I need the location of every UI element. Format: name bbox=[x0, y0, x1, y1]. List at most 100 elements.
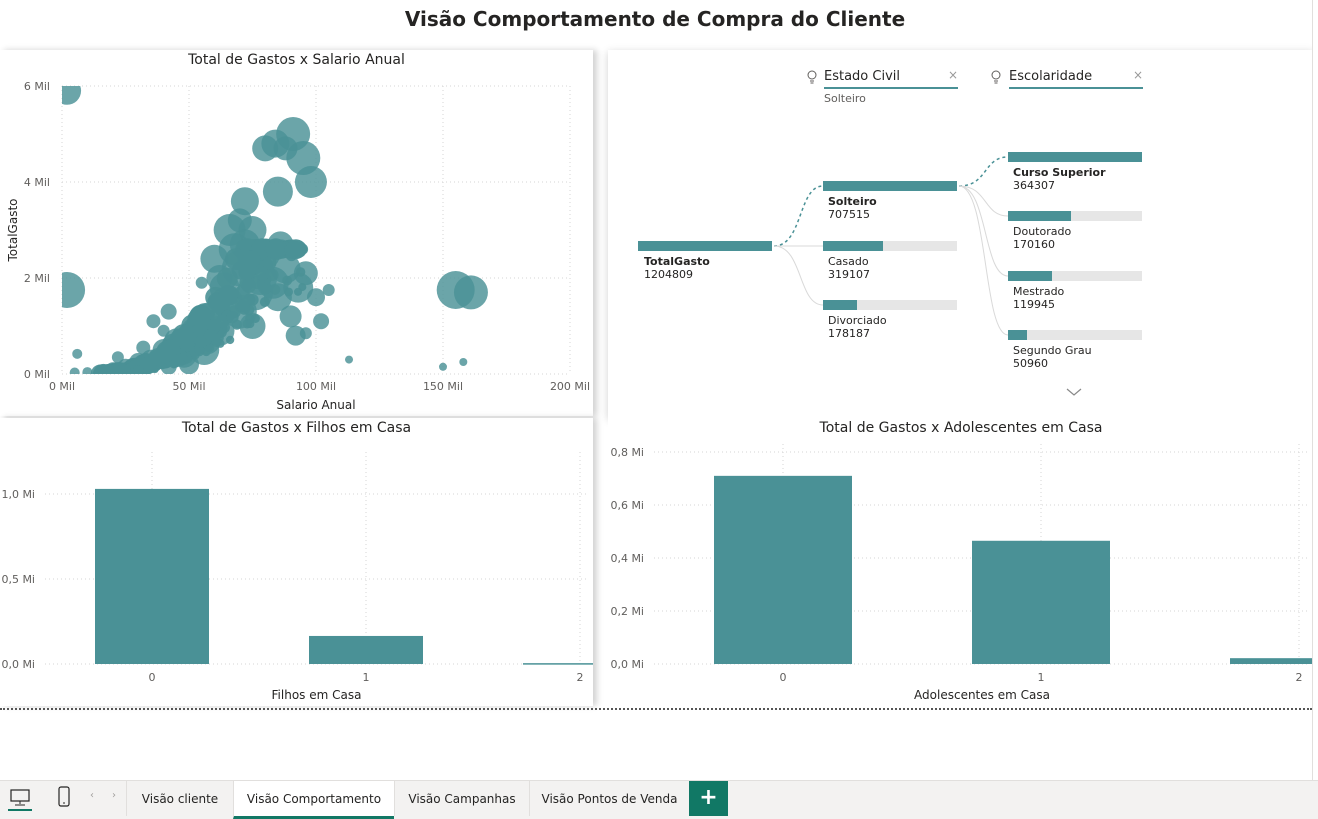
tree-node-value: 119945 bbox=[1013, 298, 1055, 311]
scatter-panel[interactable]: Total de Gastos x Salario Anual 0 Mil 2 M… bbox=[0, 50, 593, 416]
scatter-point bbox=[459, 358, 468, 366]
desktop-layout-icon[interactable] bbox=[9, 788, 31, 808]
tree-node-value: 364307 bbox=[1013, 179, 1055, 192]
bar-adolescentes-panel[interactable]: Total de Gastos x Adolescentes em Casa 0… bbox=[608, 418, 1314, 706]
page-tab-bar: ‹ › Visão cliente Visão Comportamento Vi… bbox=[0, 780, 1318, 819]
x-tick-label: 50 Mil bbox=[172, 380, 205, 393]
scatter-point bbox=[270, 284, 281, 295]
x-tick-label: 2 bbox=[577, 671, 584, 684]
scatter-point bbox=[296, 267, 306, 277]
tree-node-curso-superior: Curso Superior 364307 bbox=[1013, 166, 1106, 192]
prev-page-icon[interactable]: ‹ bbox=[90, 790, 94, 801]
tree-node-root-bar[interactable] bbox=[638, 241, 772, 251]
scatter-point bbox=[322, 284, 335, 296]
bar-2 bbox=[523, 663, 593, 665]
x-tick-label: 0 bbox=[149, 671, 156, 684]
tree-node-casado-bar-bg[interactable] bbox=[823, 241, 957, 251]
tree-node-divorciado-bar bbox=[823, 300, 857, 310]
page-title: Visão Comportamento de Compra do Cliente bbox=[404, 7, 906, 31]
tree-node-label: Mestrado bbox=[1013, 285, 1065, 298]
bar-0 bbox=[714, 475, 852, 664]
scatter-point bbox=[250, 314, 260, 323]
scatter-point bbox=[189, 305, 211, 327]
scatter-point bbox=[262, 176, 293, 207]
y-tick-label: 0 Mil bbox=[24, 368, 50, 381]
scatter-point bbox=[236, 300, 250, 313]
scatter-point bbox=[98, 363, 119, 374]
tree-node-mestrado-bar-bg[interactable] bbox=[1008, 271, 1142, 281]
decomposition-tree-panel[interactable]: Estado Civil × Solteiro Escolaridade × T… bbox=[608, 50, 1314, 418]
scatter-point bbox=[146, 314, 161, 329]
scatter-point bbox=[313, 313, 330, 330]
scatter-point bbox=[252, 135, 279, 162]
tree-node-value: 170160 bbox=[1013, 238, 1055, 251]
tree-node-segundo-grau-bar-bg[interactable] bbox=[1008, 330, 1142, 340]
scatter-point bbox=[307, 288, 325, 307]
tree-node-divorciado: Divorciado 178187 bbox=[828, 314, 887, 340]
scatter-point bbox=[284, 287, 294, 297]
bar-filhos-panel[interactable]: Total de Gastos x Filhos em Casa 0,0 Mi 0… bbox=[0, 418, 593, 706]
tree-node-divorciado-bar-bg[interactable] bbox=[823, 300, 957, 310]
close-icon[interactable]: × bbox=[1133, 68, 1144, 82]
filter-underline bbox=[1009, 87, 1143, 89]
x-tick-label: 150 Mil bbox=[423, 380, 463, 393]
y-tick-label: 0,6 Mi bbox=[610, 499, 644, 512]
decomposition-connectors bbox=[773, 156, 1082, 396]
scatter-point bbox=[279, 305, 302, 328]
x-tick-label: 100 Mil bbox=[296, 380, 336, 393]
y-tick-label: 0,0 Mi bbox=[1, 658, 35, 671]
tab-visao-comportamento[interactable]: Visão Comportamento bbox=[233, 781, 394, 819]
y-tick-label: 0,4 Mi bbox=[610, 552, 644, 565]
scatter-chart[interactable]: 0 Mil 2 Mil 4 Mil 6 Mil 0 Mil 50 Mil 100 Mil 15… bbox=[0, 50, 593, 416]
scatter-point bbox=[439, 362, 447, 371]
tree-node-value: 50960 bbox=[1013, 357, 1048, 370]
bar-filhos-title: Total de Gastos x Filhos em Casa bbox=[181, 420, 412, 436]
scatter-point bbox=[345, 355, 354, 364]
bar-filhos-chart[interactable]: 0,0 Mi 0,5 Mi 1,0 Mi 0 1 2 Filhos em Casa bbox=[0, 418, 593, 706]
tree-node-curso-superior-bar-bg[interactable] bbox=[1008, 152, 1142, 162]
close-icon[interactable]: × bbox=[948, 68, 959, 82]
add-page-button[interactable]: + bbox=[689, 781, 728, 816]
x-axis-title: Filhos em Casa bbox=[272, 688, 362, 702]
x-axis-title: Salario Anual bbox=[276, 398, 355, 412]
lightbulb-icon bbox=[807, 70, 817, 84]
tree-node-doutorado-bar bbox=[1008, 211, 1071, 221]
bar-adolescentes-chart[interactable]: 0,0 Mi 0,2 Mi 0,4 Mi 0,6 Mi 0,8 Mi 0 1 2 Adolesc… bbox=[608, 418, 1314, 706]
vertical-scrollbar[interactable] bbox=[1312, 0, 1318, 780]
mobile-layout-icon[interactable] bbox=[57, 786, 71, 808]
bar-adolescentes-title: Total de Gastos x Adolescentes em Casa bbox=[819, 420, 1103, 436]
filter-estado-civil-label[interactable]: Estado Civil bbox=[824, 69, 900, 84]
scatter-point bbox=[294, 166, 327, 198]
scatter-point bbox=[293, 287, 303, 296]
scatter-point bbox=[246, 293, 259, 306]
next-page-icon[interactable]: › bbox=[112, 790, 116, 801]
y-tick-label: 0,8 Mi bbox=[610, 446, 644, 459]
tree-node-doutorado-bar-bg[interactable] bbox=[1008, 211, 1142, 221]
y-tick-label: 2 Mil bbox=[24, 272, 50, 285]
tree-node-value: 178187 bbox=[828, 327, 870, 340]
chevron-down-icon[interactable] bbox=[1063, 383, 1083, 397]
scatter-point bbox=[132, 365, 144, 374]
filter-escolaridade-label[interactable]: Escolaridade bbox=[1009, 69, 1093, 84]
page-boundary bbox=[0, 708, 1312, 710]
y-tick-label: 0,0 Mi bbox=[610, 658, 644, 671]
tree-node-segundo-grau: Segundo Grau 50960 bbox=[1013, 344, 1092, 370]
x-tick-label: 1 bbox=[363, 671, 370, 684]
scatter-point bbox=[114, 363, 132, 374]
scatter-point bbox=[62, 272, 86, 308]
scatter-point bbox=[293, 261, 318, 286]
tab-visao-cliente[interactable]: Visão cliente bbox=[126, 781, 233, 816]
tree-node-label: Segundo Grau bbox=[1013, 344, 1092, 357]
x-tick-label: 0 bbox=[780, 671, 787, 684]
tab-visao-campanhas[interactable]: Visão Campanhas bbox=[394, 781, 529, 816]
scatter-point bbox=[241, 278, 256, 294]
tree-node-curso-superior-bar bbox=[1008, 152, 1142, 162]
tab-visao-pontos-de-venda[interactable]: Visão Pontos de Venda bbox=[529, 781, 690, 816]
scatter-point bbox=[226, 310, 239, 324]
tree-node-value: 319107 bbox=[828, 268, 870, 281]
scatter-point bbox=[72, 348, 83, 359]
tree-node-solteiro-bar-bg[interactable] bbox=[823, 181, 957, 191]
tree-node-label: Divorciado bbox=[828, 314, 887, 327]
scatter-point bbox=[69, 367, 80, 374]
tree-node-label: Casado bbox=[828, 255, 869, 268]
